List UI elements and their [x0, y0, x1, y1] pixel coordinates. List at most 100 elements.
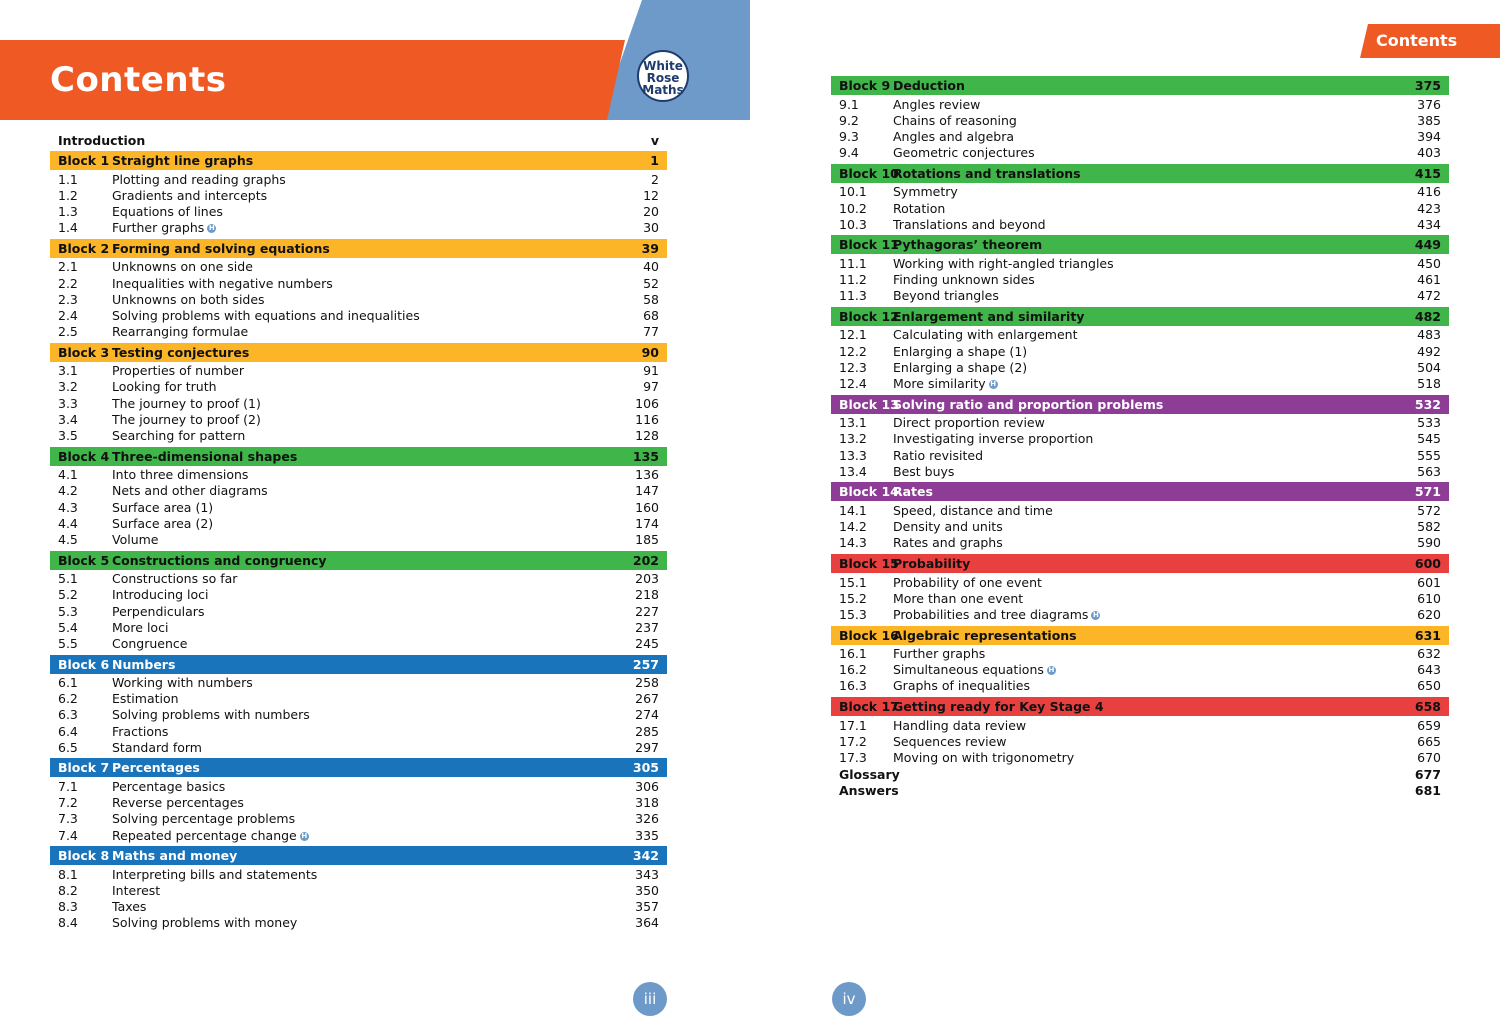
- toc-block-header[interactable]: Block 5 Constructions and congruency 202: [50, 550, 667, 570]
- toc-item[interactable]: 12.2 Enlarging a shape (1) 492: [831, 343, 1449, 359]
- toc-item[interactable]: 3.3 The journey to proof (1) 106: [50, 395, 667, 411]
- toc-item[interactable]: 5.5 Congruence 245: [50, 635, 667, 651]
- toc-item[interactable]: 10.2 Rotation 423: [831, 200, 1449, 216]
- toc-item[interactable]: 4.1 Into three dimensions 136: [50, 467, 667, 483]
- toc-item[interactable]: 15.3 Probabilities and tree diagrams H 620: [831, 606, 1449, 622]
- toc-item[interactable]: 13.2 Investigating inverse proportion 545: [831, 431, 1449, 447]
- toc-item[interactable]: 1.4 Further graphs H 30: [50, 220, 667, 236]
- toc-item[interactable]: 16.2 Simultaneous equations H 643: [831, 662, 1449, 678]
- toc-block-header[interactable]: Block 10 Rotations and translations 415: [831, 163, 1449, 183]
- toc-item[interactable]: 9.2 Chains of reasoning 385: [831, 112, 1449, 128]
- toc-item[interactable]: 3.4 The journey to proof (2) 116: [50, 411, 667, 427]
- toc-item[interactable]: 4.5 Volume 185: [50, 531, 667, 547]
- toc-item[interactable]: 15.2 More than one event 610: [831, 590, 1449, 606]
- toc-extra-glossary[interactable]: Glossary 677: [831, 767, 1449, 783]
- toc-extra-answers[interactable]: Answers 681: [831, 783, 1449, 799]
- toc-item[interactable]: 8.1 Interpreting bills and statements 343: [50, 866, 667, 882]
- toc-item[interactable]: 8.2 Interest 350: [50, 882, 667, 898]
- toc-item[interactable]: 3.2 Looking for truth 97: [50, 379, 667, 395]
- toc-item[interactable]: 14.1 Speed, distance and time 572: [831, 502, 1449, 518]
- toc-item[interactable]: 3.1 Properties of number 91: [50, 363, 667, 379]
- toc-item[interactable]: 4.3 Surface area (1) 160: [50, 499, 667, 515]
- toc-item[interactable]: 7.3 Solving percentage problems 326: [50, 811, 667, 827]
- item-number: 2.1: [58, 259, 78, 275]
- toc-item[interactable]: 10.1 Symmetry 416: [831, 184, 1449, 200]
- toc-block-header[interactable]: Block 4 Three-dimensional shapes 135: [50, 446, 667, 466]
- toc-item[interactable]: 5.1 Constructions so far 203: [50, 571, 667, 587]
- toc-item[interactable]: 9.1 Angles review 376: [831, 96, 1449, 112]
- toc-item[interactable]: 7.2 Reverse percentages 318: [50, 795, 667, 811]
- item-title-text: Unknowns on one side: [112, 259, 253, 275]
- toc-item[interactable]: 16.1 Further graphs 632: [831, 646, 1449, 662]
- toc-item[interactable]: 2.4 Solving problems with equations and i…: [50, 307, 667, 323]
- toc-item[interactable]: 8.4 Solving problems with money 364: [50, 915, 667, 931]
- toc-introduction[interactable]: Introduction v: [50, 131, 667, 149]
- toc-item[interactable]: 13.3 Ratio revisited 555: [831, 447, 1449, 463]
- block-title: Rates: [893, 484, 933, 500]
- toc-item[interactable]: 3.5 Searching for pattern 128: [50, 427, 667, 443]
- toc-item[interactable]: 1.2 Gradients and intercepts 12: [50, 187, 667, 203]
- toc-block-header[interactable]: Block 1 Straight line graphs 1: [50, 151, 667, 170]
- toc-item[interactable]: 1.3 Equations of lines 20: [50, 203, 667, 219]
- toc-item[interactable]: 6.2 Estimation 267: [50, 691, 667, 707]
- toc-item[interactable]: 2.3 Unknowns on both sides 58: [50, 291, 667, 307]
- toc-item[interactable]: 4.2 Nets and other diagrams 147: [50, 483, 667, 499]
- item-title: Angles review: [893, 97, 1393, 112]
- toc-item[interactable]: 11.3 Beyond triangles 472: [831, 288, 1449, 304]
- toc-item[interactable]: 16.3 Graphs of inequalities 650: [831, 678, 1449, 694]
- block-number: Block 13: [839, 396, 899, 412]
- toc-item[interactable]: 6.3 Solving problems with numbers 274: [50, 707, 667, 723]
- toc-item[interactable]: 7.1 Percentage basics 306: [50, 778, 667, 794]
- toc-item[interactable]: 10.3 Translations and beyond 434: [831, 216, 1449, 232]
- toc-item[interactable]: 12.3 Enlarging a shape (2) 504: [831, 359, 1449, 375]
- toc-item[interactable]: 13.4 Best buys 563: [831, 463, 1449, 479]
- toc-block-header[interactable]: Block 9 Deduction 375: [831, 76, 1449, 95]
- toc-item[interactable]: 2.2 Inequalities with negative numbers 52: [50, 275, 667, 291]
- toc-item[interactable]: 8.3 Taxes 357: [50, 899, 667, 915]
- toc-item[interactable]: 5.4 More loci 237: [50, 619, 667, 635]
- item-title: Properties of number: [112, 363, 611, 378]
- toc-block-header[interactable]: Block 2 Forming and solving equations 39: [50, 238, 667, 258]
- toc-item[interactable]: 6.4 Fractions 285: [50, 723, 667, 739]
- item-page: 364: [635, 915, 659, 931]
- toc-item[interactable]: 11.1 Working with right-angled triangles 4…: [831, 255, 1449, 271]
- toc-item[interactable]: 14.2 Density and units 582: [831, 519, 1449, 535]
- toc-item[interactable]: 1.1 Plotting and reading graphs 2: [50, 171, 667, 187]
- toc-item[interactable]: 12.4 More similarity H 518: [831, 375, 1449, 391]
- item-page: 306: [635, 779, 659, 795]
- toc-item[interactable]: 17.2 Sequences review 665: [831, 733, 1449, 749]
- toc-item[interactable]: 5.2 Introducing loci 218: [50, 587, 667, 603]
- toc-item[interactable]: 11.2 Finding unknown sides 461: [831, 272, 1449, 288]
- toc-item[interactable]: 4.4 Surface area (2) 174: [50, 515, 667, 531]
- toc-item[interactable]: 2.5 Rearranging formulae 77: [50, 324, 667, 340]
- block-number: Block 2: [58, 240, 110, 256]
- toc-block-header[interactable]: Block 17 Getting ready for Key Stage 4 658: [831, 697, 1449, 717]
- toc-block-header[interactable]: Block 15 Probability 600: [831, 553, 1449, 573]
- toc-block-header[interactable]: Block 11 Pythagoras’ theorem 449: [831, 235, 1449, 255]
- toc-item[interactable]: 2.1 Unknowns on one side 40: [50, 259, 667, 275]
- toc-item[interactable]: 6.1 Working with numbers 258: [50, 675, 667, 691]
- toc-block-header[interactable]: Block 16 Algebraic representations 631: [831, 625, 1449, 645]
- toc-item[interactable]: 12.1 Calculating with enlargement 483: [831, 327, 1449, 343]
- toc-block-header[interactable]: Block 13 Solving ratio and proportion pro…: [831, 394, 1449, 414]
- toc-item[interactable]: 7.4 Repeated percentage change H 335: [50, 827, 667, 843]
- toc-item[interactable]: 15.1 Probability of one event 601: [831, 574, 1449, 590]
- toc-item[interactable]: 13.1 Direct proportion review 533: [831, 415, 1449, 431]
- toc-block-header[interactable]: Block 7 Percentages 305: [50, 758, 667, 778]
- toc-item[interactable]: 17.3 Moving on with trigonometry 670: [831, 749, 1449, 765]
- toc-item[interactable]: 6.5 Standard form 297: [50, 739, 667, 755]
- toc-item[interactable]: 9.4 Geometric conjectures 403: [831, 145, 1449, 161]
- toc-item[interactable]: 17.1 Handling data review 659: [831, 717, 1449, 733]
- item-title-text: More than one event: [893, 590, 1024, 606]
- toc-block-header[interactable]: Block 14 Rates 571: [831, 482, 1449, 502]
- toc-item[interactable]: 9.3 Angles and algebra 394: [831, 128, 1449, 144]
- toc-block-header[interactable]: Block 8 Maths and money 342: [50, 846, 667, 866]
- toc-item[interactable]: 5.3 Perpendiculars 227: [50, 603, 667, 619]
- toc-item[interactable]: 14.3 Rates and graphs 590: [831, 535, 1449, 551]
- item-page: 403: [1417, 145, 1441, 161]
- toc-block-header[interactable]: Block 3 Testing conjectures 90: [50, 342, 667, 362]
- item-number: 3.3: [58, 395, 78, 411]
- toc-block-header[interactable]: Block 12 Enlargement and similarity 482: [831, 306, 1449, 326]
- item-title: Standard form: [112, 740, 611, 755]
- toc-block-header[interactable]: Block 6 Numbers 257: [50, 654, 667, 674]
